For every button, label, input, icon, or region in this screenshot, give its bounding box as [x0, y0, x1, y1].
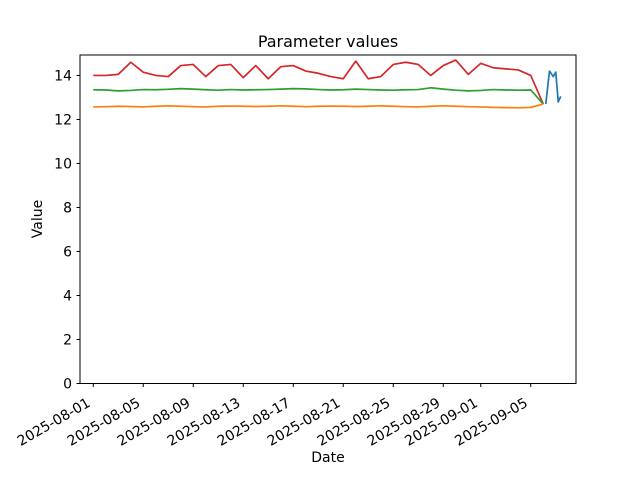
- plot-area: [79, 54, 577, 384]
- y-tick-label: 6: [63, 244, 72, 260]
- y-tick-label: 12: [54, 112, 72, 128]
- y-tick-label: 4: [63, 288, 72, 304]
- chart-title: Parameter values: [258, 32, 398, 51]
- y-axis-label: Value: [30, 200, 46, 238]
- series-line-orange: [93, 103, 544, 109]
- y-axis-ticks: 0 2 4 6 8 10 12 14: [54, 68, 80, 393]
- x-axis-ticks: 2025-08-012025-08-052025-08-092025-08-13…: [15, 383, 532, 450]
- chart-series: [93, 59, 562, 109]
- series-line-green: [93, 86, 544, 105]
- y-tick-label: 2: [63, 332, 72, 348]
- x-axis-label: Date: [311, 450, 344, 466]
- y-tick-label: 10: [54, 156, 72, 172]
- y-tick-label: 0: [63, 377, 72, 393]
- y-tick-label: 8: [63, 200, 72, 216]
- series-line-blue: [544, 70, 562, 105]
- y-tick-label: 14: [54, 68, 72, 84]
- series-line-red: [93, 59, 545, 105]
